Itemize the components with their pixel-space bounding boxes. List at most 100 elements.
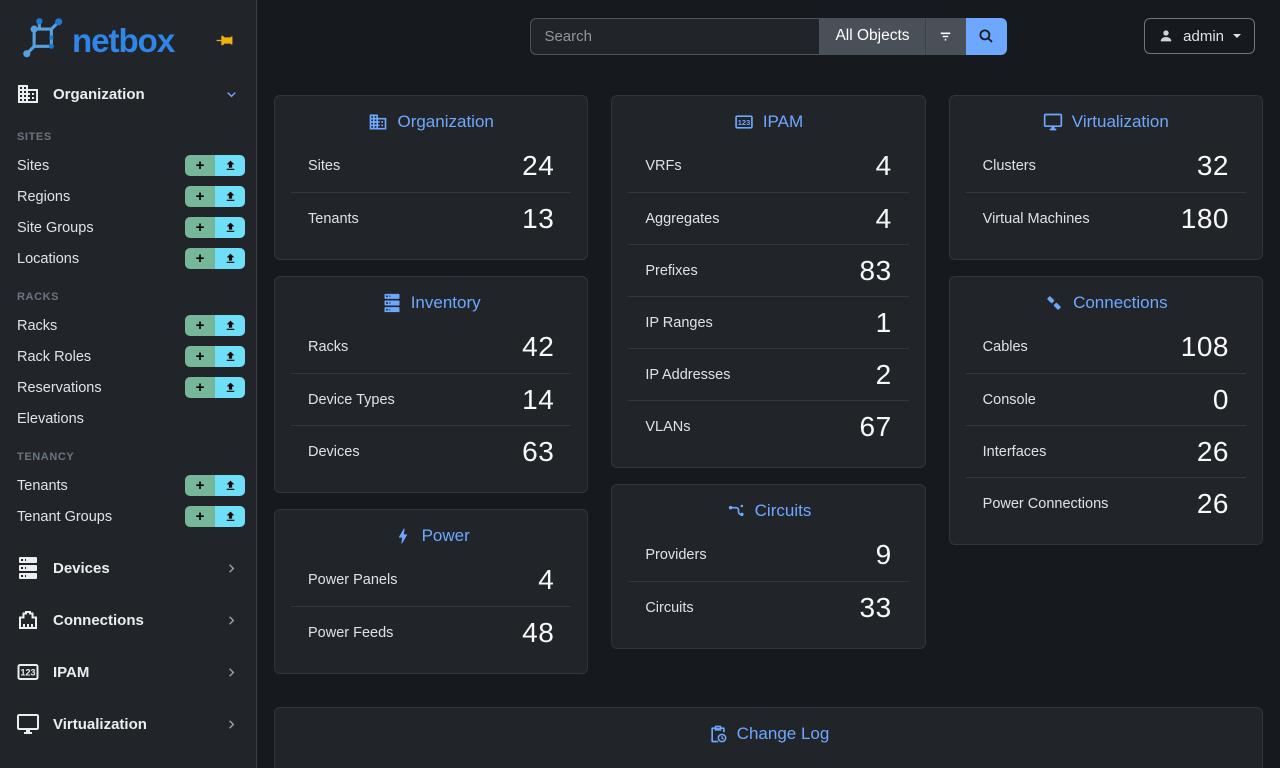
stat-value[interactable]: 83 [859,254,892,286]
import-button[interactable] [215,155,245,176]
stat-value[interactable]: 33 [859,591,892,623]
stat-label[interactable]: Device Types [308,391,395,408]
circuits-card-title[interactable]: Circuits [628,501,908,521]
sidebar-link[interactable]: Reservations [17,379,102,396]
stat-label[interactable]: IP Ranges [645,314,713,331]
stat-label[interactable]: Clusters [982,158,1036,174]
add-button[interactable]: + [185,217,215,238]
stat-value[interactable]: 4 [875,202,892,234]
stat-label[interactable]: Providers [645,547,707,563]
virtualization-card: Virtualization Clusters 32 Virtual Machi… [948,95,1263,260]
connections-card-title[interactable]: Connections [966,293,1246,313]
virtualization-card-title[interactable]: Virtualization [966,112,1246,132]
stat-label[interactable]: Console [982,391,1036,408]
stat-value[interactable]: 63 [522,435,555,467]
stat-label[interactable]: Aggregates [645,210,720,227]
card-title-text: Connections [1073,293,1168,312]
ethernet-icon [16,608,40,632]
sidebar-item-ipam[interactable]: 123 IPAM [0,646,256,698]
stat-value[interactable]: 67 [859,410,892,442]
stat-label[interactable]: IP Addresses [645,366,731,383]
import-button[interactable] [215,506,245,527]
stat-value[interactable]: 26 [1196,435,1229,467]
stat-label[interactable]: VRFs [645,158,682,174]
organization-card-title[interactable]: Organization [291,112,571,132]
add-button[interactable]: + [185,155,215,176]
stat-value[interactable]: 26 [1196,487,1229,519]
stat-label[interactable]: Power Connections [982,495,1109,512]
stat-value[interactable]: 4 [875,150,892,181]
add-button[interactable]: + [185,346,215,367]
add-button[interactable]: + [185,377,215,398]
import-button[interactable] [215,217,245,238]
connections-card: Connections Cables 108 Console 0 Interfa… [948,276,1263,545]
object-type-dropdown[interactable]: All Objects [820,17,925,55]
stat-label[interactable]: Tenants [308,210,359,227]
sidebar-item-organization[interactable]: Organization [0,74,256,114]
stat-label[interactable]: Virtual Machines [982,210,1090,227]
import-button[interactable] [215,475,245,496]
import-button[interactable] [215,377,245,398]
inventory-card-title[interactable]: Inventory [291,293,571,313]
sidebar-item-connections[interactable]: Connections [0,594,256,646]
sidebar-link[interactable]: Locations [17,250,80,267]
search-button[interactable] [965,17,1007,55]
sidebar-link[interactable]: Elevations [17,410,84,427]
stat-label[interactable]: Cables [982,339,1028,355]
import-button[interactable] [215,315,245,336]
upload-icon [226,160,234,170]
add-button[interactable]: + [185,475,215,496]
sidebar-item-devices[interactable]: Devices [0,542,256,594]
stat-value[interactable]: 4 [538,564,555,595]
import-button[interactable] [215,248,245,269]
search-input[interactable] [530,17,821,55]
netbox-logo[interactable]: netbox [20,15,175,66]
stat-value[interactable]: 108 [1180,331,1229,362]
stat-value[interactable]: 42 [522,331,555,362]
stat-value[interactable]: 32 [1196,150,1229,181]
import-button[interactable] [215,346,245,367]
change-log-card-title[interactable]: Change Log [291,724,1246,744]
add-button[interactable]: + [185,248,215,269]
stat-label[interactable]: Prefixes [645,262,698,279]
add-button[interactable]: + [185,506,215,527]
stat-label[interactable]: Sites [308,158,341,174]
stat-label[interactable]: Power Panels [308,572,398,588]
stat-value[interactable]: 13 [522,202,555,234]
power-card-title[interactable]: Power [291,526,571,546]
sidebar-link[interactable]: Tenant Groups [17,508,113,525]
stat-value[interactable]: 9 [875,539,892,570]
stat-value[interactable]: 2 [875,358,892,390]
ipam-card-title[interactable]: 123 IPAM [628,112,908,132]
filter-button[interactable] [924,17,966,55]
sidebar-link[interactable]: Rack Roles [17,348,92,365]
pin-icon [215,31,234,50]
stat-label[interactable]: Racks [308,339,349,355]
clipboard-clock-icon [708,724,728,744]
stat-value[interactable]: 1 [875,306,892,338]
stat-label[interactable]: VLANs [645,418,691,435]
pin-sidebar-button[interactable] [213,29,236,52]
sidebar: netbox Organization SITES Sites + [0,0,257,768]
sidebar-link[interactable]: Racks [17,317,58,334]
stat-value[interactable]: 24 [522,150,555,181]
change-log-card: Change Log [274,707,1263,768]
stat-label[interactable]: Power Feeds [308,624,394,641]
sidebar-link[interactable]: Regions [17,188,71,205]
stat-label[interactable]: Interfaces [982,443,1047,460]
stat-value[interactable]: 14 [522,383,555,415]
user-menu[interactable]: admin [1144,18,1255,54]
add-button[interactable]: + [185,186,215,207]
stat-value[interactable]: 180 [1180,202,1229,234]
stat-label[interactable]: Circuits [645,599,694,616]
stat-value[interactable]: 48 [522,616,555,648]
sidebar-link[interactable]: Tenants [17,477,68,494]
card-title-text: Change Log [736,724,830,743]
add-button[interactable]: + [185,315,215,336]
sidebar-link[interactable]: Sites [17,157,50,174]
stat-value[interactable]: 0 [1212,383,1229,415]
sidebar-link[interactable]: Site Groups [17,219,94,236]
sidebar-item-virtualization[interactable]: Virtualization [0,698,256,750]
import-button[interactable] [215,186,245,207]
stat-label[interactable]: Devices [308,443,360,460]
